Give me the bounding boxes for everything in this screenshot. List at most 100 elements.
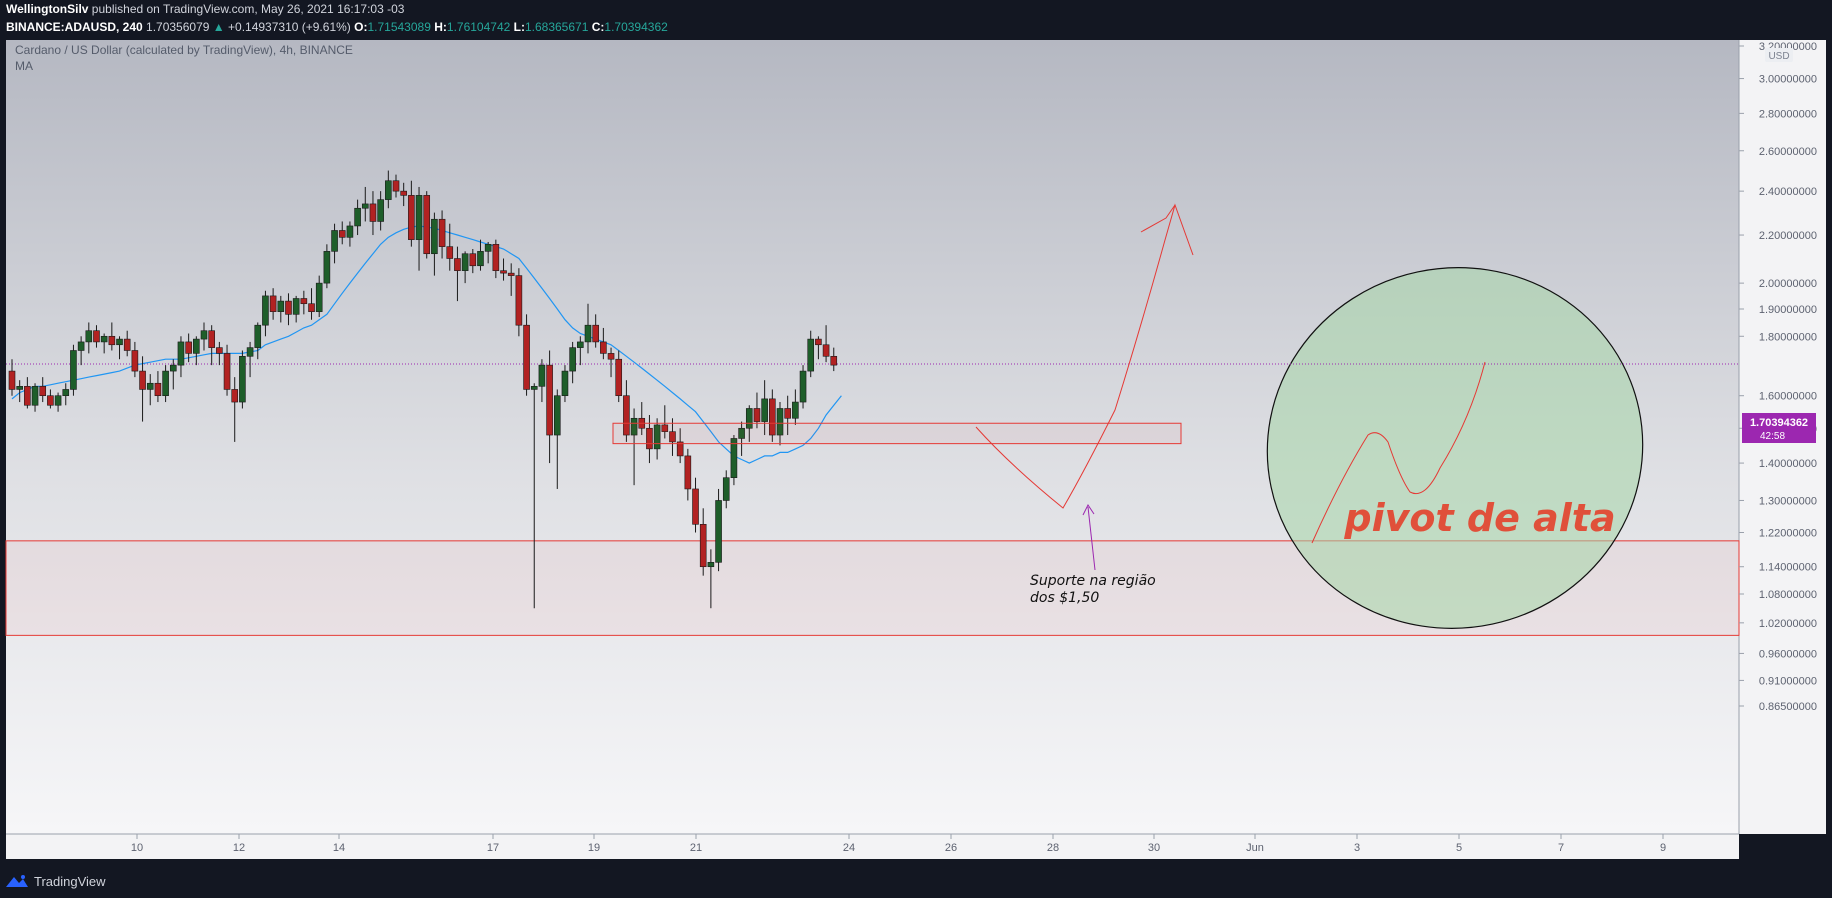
candle[interactable] [615,350,623,403]
candle[interactable] [146,374,154,406]
candle[interactable] [707,549,715,609]
candle[interactable] [684,448,692,501]
candle[interactable] [477,239,484,271]
candle[interactable] [423,191,431,259]
candle[interactable] [177,336,185,378]
candle[interactable] [753,392,761,429]
candle[interactable] [546,350,553,464]
support-box[interactable] [612,422,1182,445]
candle[interactable] [369,191,377,236]
candle[interactable] [523,314,530,396]
candle[interactable] [722,470,730,509]
candle[interactable] [577,336,584,366]
candle[interactable] [285,293,292,326]
candle[interactable] [415,186,423,271]
candle[interactable] [246,341,254,378]
candle[interactable] [738,421,745,456]
candle[interactable] [47,389,54,409]
publisher-name[interactable]: WellingtonSilv [6,2,89,16]
candle[interactable] [331,223,338,264]
candle[interactable] [31,383,39,412]
candle[interactable] [185,333,192,363]
candle[interactable] [162,365,169,403]
footer-brand[interactable]: TradingView [34,873,106,889]
candle[interactable] [85,322,93,354]
candle[interactable] [830,347,838,372]
candle[interactable] [139,356,146,422]
candle[interactable] [108,322,116,351]
candle[interactable] [269,288,277,320]
candle[interactable] [62,383,70,406]
candle[interactable] [607,347,615,378]
candle[interactable] [792,389,799,425]
candle[interactable] [354,199,361,236]
candle[interactable] [600,327,607,360]
pivot-sketch-line[interactable] [1311,361,1486,544]
candle[interactable] [715,488,722,572]
candle[interactable] [338,221,346,245]
candle[interactable] [584,303,592,354]
candle[interactable] [431,212,438,276]
candle[interactable] [54,392,62,412]
candle[interactable] [676,428,684,464]
candle[interactable] [200,322,208,351]
candle[interactable] [292,295,300,323]
candle[interactable] [208,325,215,366]
candle[interactable] [300,290,308,315]
pivot-highlight-ellipse[interactable] [1234,233,1677,663]
projected-path-drawing[interactable] [975,203,1194,509]
candle[interactable] [361,186,369,222]
candle[interactable] [315,275,323,318]
candle[interactable] [461,251,469,284]
candle[interactable] [515,268,523,337]
arrow-head-drawing[interactable] [1140,204,1176,233]
candle[interactable] [377,191,384,231]
candle[interactable] [623,380,630,442]
candle[interactable] [438,210,446,259]
candle[interactable] [769,389,776,442]
candle[interactable] [262,290,269,337]
tradingview-logo-icon[interactable] [6,874,28,888]
candle[interactable] [822,325,830,363]
candle[interactable] [408,180,415,247]
candle[interactable] [569,341,576,384]
candle[interactable] [653,418,661,460]
candle[interactable] [699,508,707,576]
candle[interactable] [323,244,331,289]
support-arrow-line[interactable] [1087,506,1096,571]
candle[interactable] [500,258,507,281]
candle[interactable] [807,330,815,378]
candle[interactable] [469,248,477,274]
candle[interactable] [100,333,108,354]
candle[interactable] [231,377,239,442]
candle[interactable] [454,246,461,302]
candle[interactable] [70,344,77,396]
candle[interactable] [661,405,669,439]
candle[interactable] [308,288,315,320]
candle[interactable] [385,170,392,209]
candle[interactable] [561,365,569,403]
candle[interactable] [254,322,262,360]
candle[interactable] [39,377,47,403]
candle[interactable] [669,418,676,456]
candle[interactable] [93,325,100,348]
candle[interactable] [8,359,16,396]
candle[interactable] [277,295,285,323]
candle[interactable] [123,330,131,357]
candle[interactable] [223,344,231,396]
candle[interactable] [16,380,23,403]
candle[interactable] [216,341,223,366]
candle[interactable] [239,350,246,409]
candle[interactable] [131,341,139,378]
candle[interactable] [492,239,500,279]
candle[interactable] [553,389,561,489]
candle[interactable] [24,377,31,409]
candle[interactable] [692,477,699,533]
candle[interactable] [169,359,177,390]
candle[interactable] [116,336,123,360]
candle[interactable] [630,408,638,486]
candle[interactable] [392,174,400,198]
candle[interactable] [154,371,162,403]
candle[interactable] [592,314,599,348]
